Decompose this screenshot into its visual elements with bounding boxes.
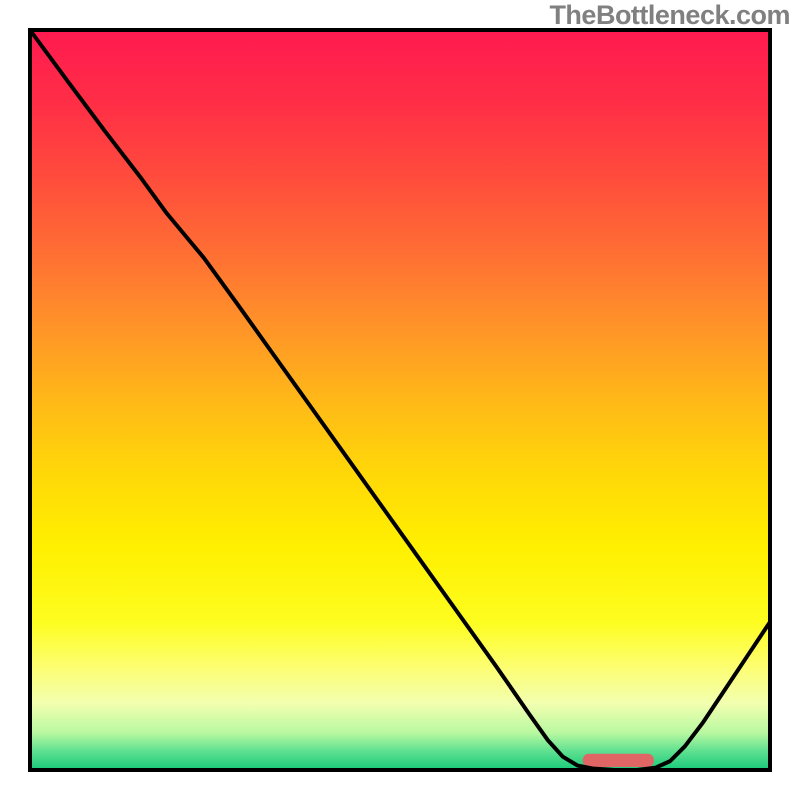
optimal-marker	[583, 754, 654, 767]
gradient-background	[30, 30, 770, 770]
bottleneck-chart	[0, 0, 800, 800]
chart-container: TheBottleneck.com	[0, 0, 800, 800]
